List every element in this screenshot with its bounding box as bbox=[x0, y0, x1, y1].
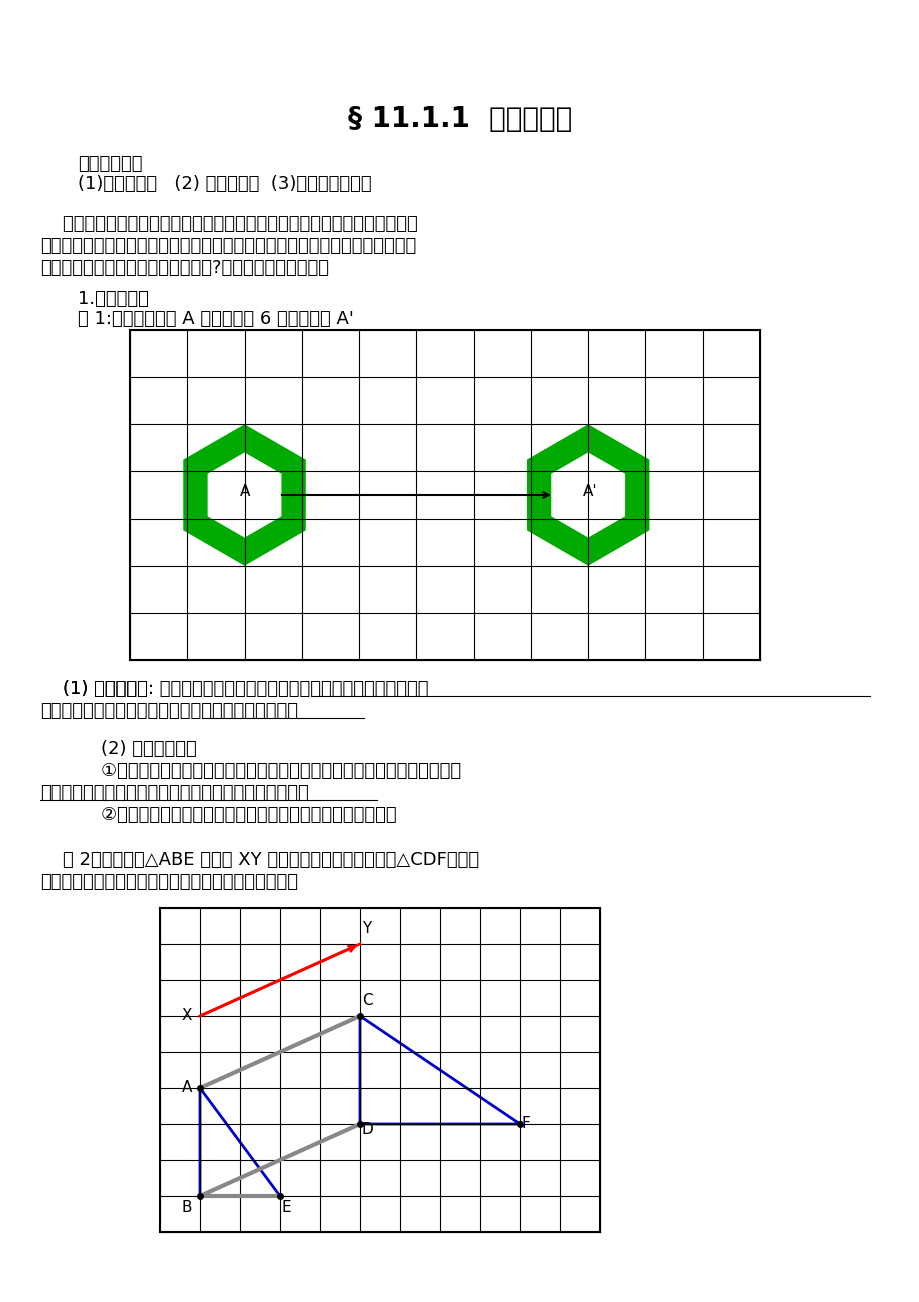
Text: 图中存在的平行且相等的三条线段和一组全等三角形。: 图中存在的平行且相等的三条线段和一组全等三角形。 bbox=[40, 874, 298, 891]
Text: X: X bbox=[181, 1009, 192, 1023]
Polygon shape bbox=[208, 452, 281, 538]
Text: (1)平移的概念   (2) 平移的特点  (3)平移的基本性质: (1)平移的概念 (2) 平移的特点 (3)平移的基本性质 bbox=[78, 174, 371, 193]
Text: C: C bbox=[361, 993, 372, 1008]
Text: A': A' bbox=[583, 484, 597, 500]
Text: 的图形运动称为平移，平移不改变图形的形状和大小。: 的图形运动称为平移，平移不改变图形的形状和大小。 bbox=[40, 702, 298, 720]
Text: 火车沿笔直的轨道行驶、缆车沿笔直的索道滑行、火箭升空等物体都是沿着: 火车沿笔直的轨道行驶、缆车沿笔直的索道滑行、火箭升空等物体都是沿着 bbox=[40, 215, 417, 233]
Text: (1) 平移的概念:: (1) 平移的概念: bbox=[40, 680, 153, 698]
Text: F: F bbox=[521, 1117, 530, 1131]
Text: A: A bbox=[239, 484, 250, 500]
Text: 移，图形上的每一个点都沿同一个方向移动相同的距离。: 移，图形上的每一个点都沿同一个方向移动相同的距离。 bbox=[40, 784, 309, 802]
Text: 例 2、观察下图△ABE 沿射线 XY 的方向平移一定距离后成为△CDF。找出: 例 2、观察下图△ABE 沿射线 XY 的方向平移一定距离后成为△CDF。找出 bbox=[40, 852, 479, 868]
Polygon shape bbox=[550, 452, 624, 538]
Text: D: D bbox=[361, 1122, 373, 1137]
Polygon shape bbox=[185, 426, 304, 564]
Text: ①平移是指整个图形平行移动，包括图形的每一条线段，每一个点。经过平: ①平移是指整个图形平行移动，包括图形的每一条线段，每一个点。经过平 bbox=[78, 762, 460, 780]
Polygon shape bbox=[528, 426, 647, 564]
Text: E: E bbox=[282, 1200, 291, 1215]
Text: 1.图形的平移: 1.图形的平移 bbox=[78, 290, 149, 309]
Text: (2) 平移的特点：: (2) 平移的特点： bbox=[78, 740, 197, 758]
Text: 一条直线运动的，那么在运动的过程中这些物体的形状、大小、位置等因素中，: 一条直线运动的，那么在运动的过程中这些物体的形状、大小、位置等因素中， bbox=[40, 237, 415, 255]
Text: § 11.1.1  图形的平移: § 11.1.1 图形的平移 bbox=[347, 105, 572, 133]
Text: B: B bbox=[181, 1200, 192, 1215]
Text: ②平移不改变图形的形状、大小，方向，只改变图形的位置。: ②平移不改变图形的形状、大小，方向，只改变图形的位置。 bbox=[78, 806, 396, 824]
Text: Y: Y bbox=[361, 921, 371, 936]
Text: A: A bbox=[181, 1081, 192, 1095]
Text: 哪些没有发生改变？哪些发生了变化?这种运动就叫做什么？: 哪些没有发生改变？哪些发生了变化?这种运动就叫做什么？ bbox=[40, 259, 329, 277]
Text: 一、新知要点: 一、新知要点 bbox=[78, 155, 142, 173]
Text: 例 1:下图中的图形 A 向右平移了 6 格得到图形 A': 例 1:下图中的图形 A 向右平移了 6 格得到图形 A' bbox=[78, 310, 354, 328]
Text: (1) 平移的概念: 在平面内，将一个图形沿某个方向移动一定的距离，这样: (1) 平移的概念: 在平面内，将一个图形沿某个方向移动一定的距离，这样 bbox=[40, 680, 428, 698]
